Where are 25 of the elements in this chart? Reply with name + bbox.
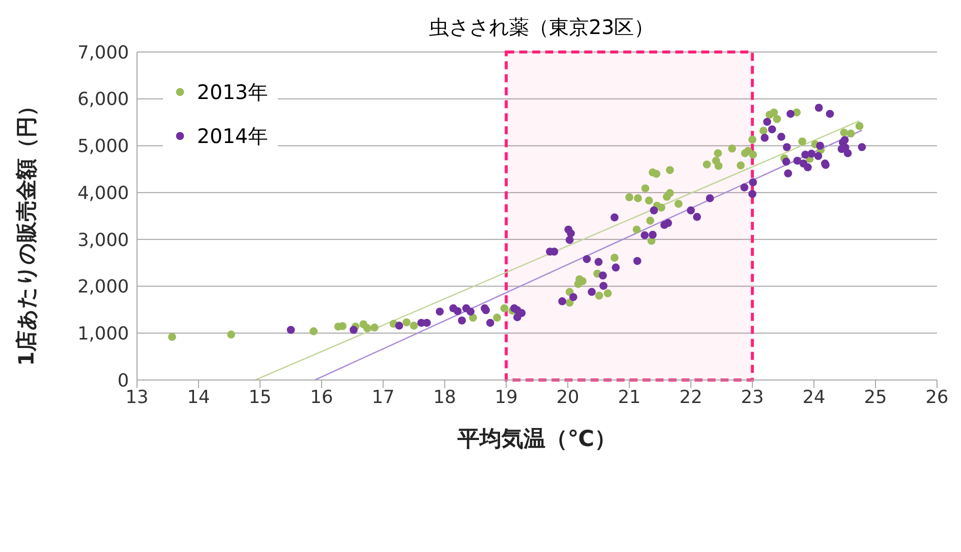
x-tick-label: 17	[372, 386, 395, 408]
y-axis-title: 1店あたりの販売金額（円）	[14, 95, 38, 366]
x-tick-label: 25	[864, 386, 887, 408]
x-tick-label: 22	[679, 386, 702, 408]
x-tick-label: 19	[494, 386, 518, 408]
x-tick-label: 26	[926, 386, 948, 408]
chart-title: 虫さされ薬（東京23区）	[428, 14, 656, 41]
x-tick-label: 16	[310, 386, 334, 408]
x-tick-label: 20	[556, 386, 580, 408]
y-tick-label: 2,000	[77, 276, 129, 298]
x-tick-label: 18	[433, 386, 456, 408]
y-tick-label: 4,000	[77, 182, 129, 204]
y-tick-label: 3,000	[77, 230, 129, 251]
x-tick-label: 24	[802, 386, 826, 408]
x-axis-title: 平均気温（℃）	[456, 427, 616, 452]
legend-label: 2013年	[197, 78, 268, 106]
y-tick-label: 1,000	[77, 324, 129, 345]
x-tick-label: 23	[740, 386, 764, 408]
legend-label: 2014年	[197, 122, 268, 150]
x-tick-label: 15	[248, 386, 272, 408]
x-tick-label: 14	[187, 386, 210, 408]
y-tick-label: 6,000	[77, 89, 129, 110]
y-tick-label: 5,000	[77, 136, 129, 158]
x-tick-label: 21	[618, 386, 641, 408]
y-tick-label: 7,000	[77, 42, 129, 64]
